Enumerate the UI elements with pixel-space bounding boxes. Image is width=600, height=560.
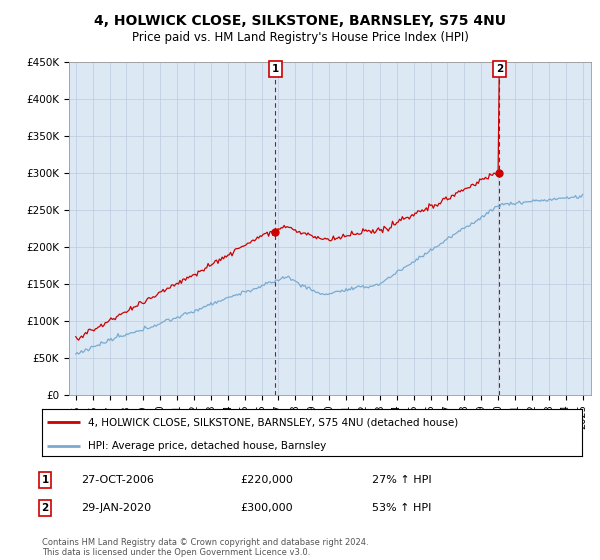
Text: £300,000: £300,000: [240, 503, 293, 513]
Text: 27% ↑ HPI: 27% ↑ HPI: [372, 475, 431, 485]
Text: 53% ↑ HPI: 53% ↑ HPI: [372, 503, 431, 513]
Text: 1: 1: [41, 475, 49, 485]
Text: Price paid vs. HM Land Registry's House Price Index (HPI): Price paid vs. HM Land Registry's House …: [131, 31, 469, 44]
Text: 2: 2: [496, 64, 503, 74]
Text: 29-JAN-2020: 29-JAN-2020: [81, 503, 151, 513]
Text: 4, HOLWICK CLOSE, SILKSTONE, BARNSLEY, S75 4NU: 4, HOLWICK CLOSE, SILKSTONE, BARNSLEY, S…: [94, 14, 506, 28]
Text: Contains HM Land Registry data © Crown copyright and database right 2024.
This d: Contains HM Land Registry data © Crown c…: [42, 538, 368, 557]
Text: 4, HOLWICK CLOSE, SILKSTONE, BARNSLEY, S75 4NU (detached house): 4, HOLWICK CLOSE, SILKSTONE, BARNSLEY, S…: [88, 417, 458, 427]
Text: 27-OCT-2006: 27-OCT-2006: [81, 475, 154, 485]
Text: £220,000: £220,000: [240, 475, 293, 485]
Text: HPI: Average price, detached house, Barnsley: HPI: Average price, detached house, Barn…: [88, 441, 326, 451]
Text: 2: 2: [41, 503, 49, 513]
Text: 1: 1: [272, 64, 279, 74]
